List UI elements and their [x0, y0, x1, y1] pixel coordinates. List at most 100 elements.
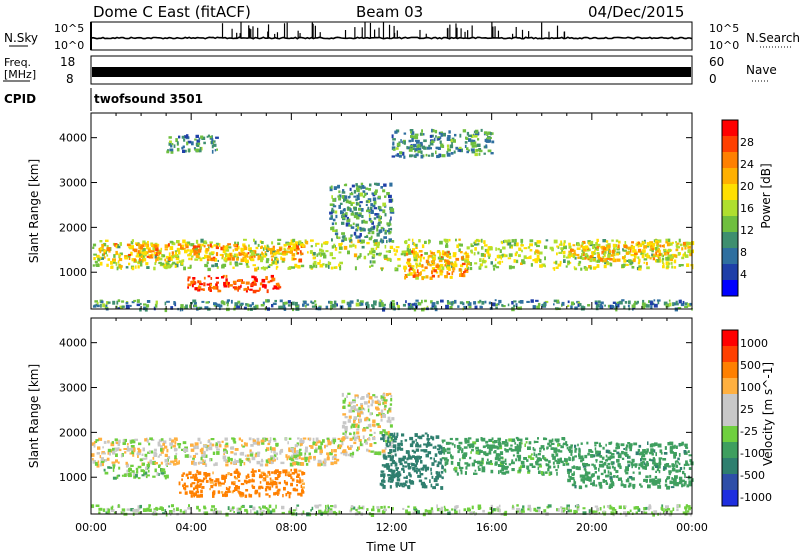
heatmap-cell: [366, 394, 369, 398]
velocity-colorbar-tick-label: 500: [740, 359, 761, 372]
heatmap-cell: [106, 457, 110, 461]
heatmap-cell: [193, 462, 197, 466]
heatmap-cell: [271, 508, 276, 513]
heatmap-cell: [548, 460, 551, 464]
heatmap-cell: [193, 492, 197, 495]
heatmap-cell: [103, 468, 106, 472]
heatmap-cell: [177, 243, 182, 246]
heatmap-cell: [386, 420, 391, 423]
heatmap-cell: [151, 250, 155, 253]
heatmap-cell: [448, 272, 451, 275]
heatmap-cell: [172, 444, 176, 448]
heatmap-cell: [323, 241, 327, 245]
heatmap-cell: [651, 253, 654, 257]
heatmap-cell: [227, 456, 230, 460]
heatmap-cell: [545, 239, 549, 242]
heatmap-cell: [413, 450, 416, 454]
heatmap-cell: [459, 149, 462, 152]
heatmap-cell: [294, 470, 298, 474]
heatmap-cell: [175, 448, 178, 451]
heatmap-cell: [586, 474, 589, 478]
power-x-ticks: [90, 113, 693, 309]
heatmap-cell: [668, 248, 671, 252]
heatmap-cell: [440, 299, 444, 303]
heatmap-cell: [287, 471, 291, 475]
heatmap-cell: [687, 245, 692, 249]
heatmap-cell: [197, 248, 202, 253]
heatmap-cell: [464, 144, 467, 148]
heatmap-cell: [370, 513, 375, 517]
power-colorbar-tick-label: 20: [740, 180, 754, 193]
heatmap-cell: [261, 278, 266, 283]
heatmap-cell: [345, 434, 347, 438]
heatmap-cell: [203, 276, 206, 280]
heatmap-cell: [193, 487, 196, 491]
heatmap-cell: [665, 261, 670, 266]
heatmap-cell: [602, 255, 605, 259]
heatmap-cell: [625, 466, 629, 469]
heatmap-cell: [262, 301, 265, 306]
heatmap-cell: [232, 461, 237, 465]
heatmap-cell: [411, 440, 415, 444]
heatmap-cell: [106, 511, 110, 514]
heatmap-cell: [248, 247, 252, 251]
heatmap-cell: [267, 442, 271, 446]
heatmap-cell: [157, 455, 160, 458]
heatmap-cell: [246, 265, 250, 268]
heatmap-cell: [157, 443, 161, 447]
heatmap-cell: [610, 479, 613, 483]
heatmap-cell: [479, 464, 483, 467]
heatmap-cell: [359, 253, 362, 257]
heatmap-cell: [671, 464, 676, 468]
heatmap-cell: [221, 300, 224, 305]
heatmap-cell: [456, 445, 461, 448]
heatmap-cell: [598, 244, 601, 247]
heatmap-cell: [356, 216, 360, 220]
heatmap-cell: [651, 481, 654, 485]
heatmap-cell: [513, 304, 515, 308]
heatmap-cell: [147, 469, 150, 473]
heatmap-cell: [414, 271, 417, 274]
heatmap-cell: [202, 257, 206, 260]
heatmap-cell: [673, 483, 676, 486]
heatmap-cell: [415, 299, 419, 302]
heatmap-cell: [417, 510, 420, 514]
heatmap-cell: [162, 440, 167, 444]
heatmap-cell: [379, 209, 383, 212]
heatmap-cell: [385, 431, 389, 436]
heatmap-cell: [214, 263, 218, 267]
heatmap-cell: [437, 461, 440, 465]
heatmap-cell: [341, 195, 346, 199]
heatmap-cell: [496, 506, 500, 510]
heatmap-cell: [225, 493, 228, 497]
heatmap-cell: [392, 148, 396, 151]
heatmap-cell: [102, 446, 104, 449]
heatmap-cell: [431, 143, 434, 146]
heatmap-cell: [430, 472, 433, 475]
heatmap-cell: [310, 239, 314, 242]
heatmap-cell: [662, 262, 665, 266]
heatmap-cell: [583, 477, 588, 481]
heatmap-cell: [582, 462, 585, 466]
heatmap-cell: [215, 283, 218, 287]
heatmap-cell: [666, 485, 670, 490]
heatmap-cell: [240, 284, 242, 288]
heatmap-cell: [156, 256, 159, 259]
heatmap-cell: [169, 246, 174, 250]
heatmap-cell: [179, 509, 182, 513]
heatmap-cell: [159, 249, 162, 253]
heatmap-cell: [273, 454, 277, 458]
heatmap-cell: [138, 507, 141, 510]
heatmap-cell: [215, 246, 219, 250]
heatmap-cell: [333, 455, 337, 458]
heatmap-cell: [646, 242, 651, 246]
heatmap-cell: [439, 272, 443, 276]
heatmap-cell: [222, 493, 225, 497]
heatmap-cell: [511, 468, 515, 472]
heatmap-cell: [616, 251, 621, 255]
heatmap-cell: [258, 287, 261, 291]
heatmap-cell: [507, 257, 512, 260]
heatmap-cell: [315, 264, 318, 269]
heatmap-cell: [620, 483, 624, 487]
heatmap-cell: [353, 195, 357, 198]
